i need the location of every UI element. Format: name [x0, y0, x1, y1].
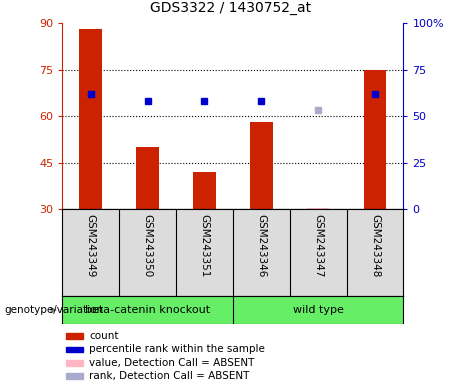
Bar [66, 359, 83, 366]
Text: wild type: wild type [293, 305, 343, 315]
Text: percentile rank within the sample: percentile rank within the sample [89, 344, 265, 354]
Text: beta-catenin knockout: beta-catenin knockout [85, 305, 210, 315]
Bar [307, 208, 330, 209]
Text: genotype/variation: genotype/variation [5, 305, 104, 315]
Text: count: count [89, 331, 118, 341]
Text: value, Detection Call = ABSENT: value, Detection Call = ABSENT [89, 358, 254, 367]
Text: GSM243349: GSM243349 [86, 214, 96, 277]
Bar [66, 346, 83, 353]
Text: rank, Detection Call = ABSENT: rank, Detection Call = ABSENT [89, 371, 249, 381]
Text: GSM243348: GSM243348 [370, 214, 380, 277]
Bar [250, 122, 272, 209]
Text: GSM243351: GSM243351 [199, 214, 209, 277]
Text: GSM243346: GSM243346 [256, 214, 266, 277]
Text: GSM243350: GSM243350 [142, 214, 153, 277]
Bar [136, 147, 159, 209]
Text: GSM243347: GSM243347 [313, 214, 323, 277]
Text: GDS3322 / 1430752_at: GDS3322 / 1430752_at [150, 2, 311, 15]
Bar [66, 373, 83, 379]
Bar [66, 333, 83, 339]
Bar [364, 70, 386, 209]
Bar [193, 172, 216, 209]
Bar [79, 29, 102, 209]
